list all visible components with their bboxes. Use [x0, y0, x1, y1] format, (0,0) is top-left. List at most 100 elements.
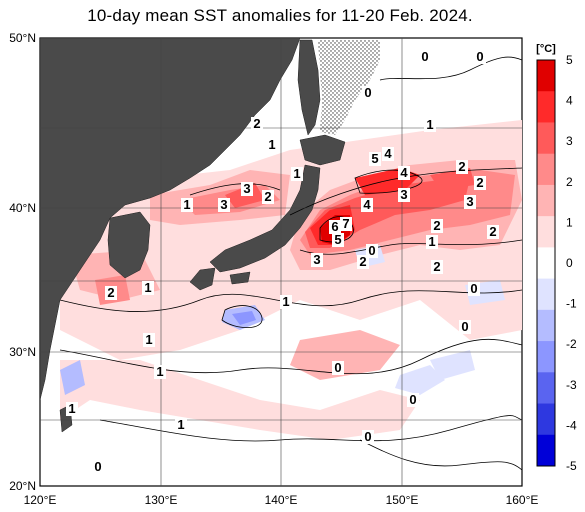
contour-label-bg: [291, 167, 303, 181]
contour-label-bg: [424, 118, 436, 132]
colorbar-tick-label: -4: [566, 418, 577, 432]
contour-label: 1: [183, 197, 190, 212]
contour-label: 2: [264, 189, 271, 204]
contour-label: 3: [220, 197, 227, 212]
graticule: [40, 38, 522, 486]
colorbar-unit: [°C]: [536, 43, 556, 55]
contour-label: 2: [458, 159, 465, 174]
colorbar-tick-label: 4: [566, 94, 573, 108]
contour-label-bg: [142, 281, 154, 295]
contour-label: 0: [409, 392, 416, 407]
contour-label: 2: [107, 285, 114, 300]
contour-label-bg: [175, 418, 187, 432]
longitude-axis: 120°E 130°E 140°E 150°E 160°E: [24, 493, 539, 507]
contour-label: 0: [461, 319, 468, 334]
contour-label-bg: [362, 430, 374, 444]
contour-label: 7: [342, 216, 349, 231]
contour-label-bg: [262, 190, 274, 204]
contour-label-bg: [66, 402, 78, 416]
colorbar-tick-label: -1: [566, 297, 577, 311]
contour-label-bg: [407, 393, 419, 407]
contour-label-bg: [382, 147, 394, 161]
contour-label: 1: [293, 166, 300, 181]
contour-label: 4: [384, 146, 392, 161]
lon-tick-130: 130°E: [145, 493, 178, 507]
contour-label-bg: [241, 182, 253, 196]
contour-label-bg: [340, 217, 352, 231]
colorbar-segment: [537, 247, 555, 280]
contour-label: 3: [313, 252, 320, 267]
colorbar-segment: [537, 153, 555, 186]
contour-label: 1: [428, 234, 435, 249]
contour-label-bg: [426, 235, 438, 249]
contour-label: 5: [371, 151, 378, 166]
contour-label: 5: [334, 232, 341, 247]
contour-label-bg: [251, 117, 263, 131]
contour-label-bg: [398, 166, 410, 180]
contour-label: 2: [359, 254, 366, 269]
colorbar-segment: [537, 434, 555, 467]
contour-label-bg: [487, 225, 499, 239]
lon-tick-150: 150°E: [386, 493, 419, 507]
contour-label: 6: [331, 219, 338, 234]
contour-label-bg: [143, 333, 155, 347]
contour-label-bg: [468, 282, 480, 296]
colorbar-segment: [537, 372, 555, 405]
contour-label-bg: [459, 320, 471, 334]
map-title: 10-day mean SST anomalies for 11-20 Feb.…: [87, 6, 473, 25]
contour-label: 0: [364, 429, 371, 444]
contour-label-bg: [369, 152, 381, 166]
colorbar-segment: [537, 60, 555, 92]
contour-label-bg: [329, 220, 341, 234]
contour-label: 3: [466, 194, 473, 209]
contour-label: 2: [253, 116, 260, 131]
colorbar-segment: [537, 341, 555, 373]
contour-label-bg: [474, 176, 486, 190]
contour-label: 3: [243, 181, 250, 196]
contour-label: 1: [68, 401, 75, 416]
contour-label: 0: [334, 360, 341, 375]
colorbar-frame: [536, 59, 556, 467]
contour-label: 1: [177, 417, 184, 432]
contour-label: 0: [94, 459, 101, 474]
contour-label-bg: [181, 198, 193, 212]
contour-label-bg: [280, 295, 292, 309]
contour-label-bg: [366, 244, 378, 258]
contour-label-bg: [431, 260, 443, 274]
contour-label-bg: [92, 460, 104, 474]
lon-tick-140: 140°E: [265, 493, 298, 507]
contour-label: 3: [400, 187, 407, 202]
colorbar-tick-label: 3: [566, 134, 573, 148]
contour-label-bg: [332, 361, 344, 375]
contour-label-bg: [105, 286, 117, 300]
contour-label: 2: [489, 224, 496, 239]
colorbar-tick-label: -3: [566, 378, 577, 392]
colorbar-segment: [537, 91, 555, 123]
contour-label: 1: [144, 280, 151, 295]
lat-tick-40: 40°N: [9, 201, 36, 215]
contour-label-bg: [464, 195, 476, 209]
contour-label: 1: [156, 364, 163, 379]
lat-tick-50: 50°N: [9, 31, 36, 45]
contour-label: 0: [421, 49, 428, 64]
contour-label-bg: [474, 50, 486, 64]
contour-label-bg: [419, 50, 431, 64]
colorbar-segment: [537, 403, 555, 436]
contour-label-bg: [332, 233, 344, 247]
contour-label-bg: [431, 219, 443, 233]
colorbar-tick-label: 1: [566, 215, 573, 229]
contour-label-bg: [154, 365, 166, 379]
colorbar-tick-label: 5: [566, 53, 573, 67]
contour-label: 4: [363, 197, 371, 212]
contour-label: 2: [433, 259, 440, 274]
contour-label: 1: [145, 332, 152, 347]
sea-ice-area: [318, 40, 380, 135]
contour-label-bg: [362, 86, 374, 100]
contour-label-bg: [311, 253, 323, 267]
contour-label-bg: [361, 198, 373, 212]
contour-label-bg: [456, 160, 468, 174]
colorbar-segment: [537, 309, 555, 342]
latitude-axis: 50°N 40°N 30°N 20°N: [9, 31, 36, 493]
contour-label: 0: [470, 281, 477, 296]
